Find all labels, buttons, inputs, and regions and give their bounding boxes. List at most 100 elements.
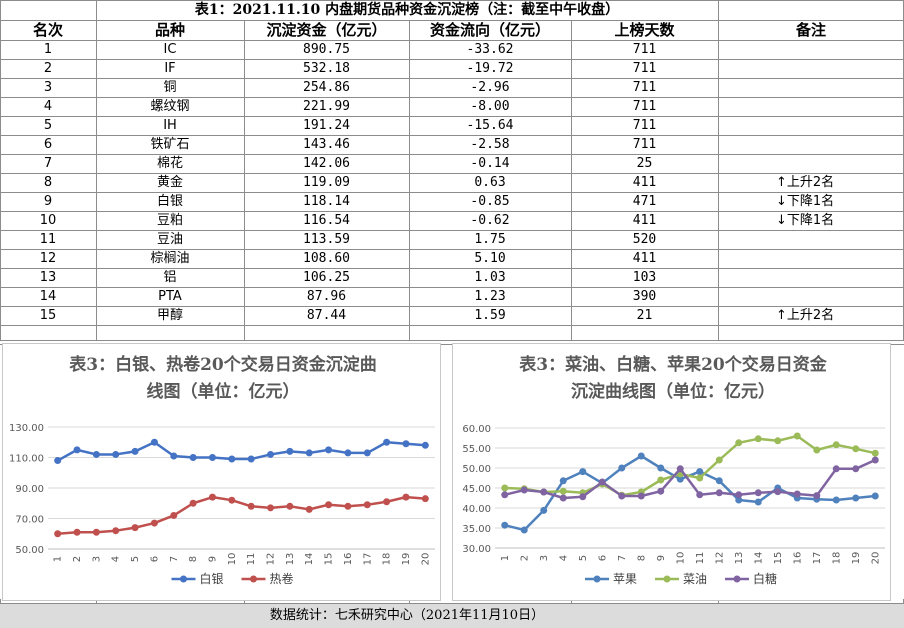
cell-days: 711 — [632, 61, 657, 76]
cell-rank: 9 — [43, 194, 53, 209]
grid-line — [0, 78, 904, 79]
x-tick-label: 12 — [266, 553, 277, 566]
y-tick-label: 45.00 — [462, 484, 491, 495]
data-point — [170, 511, 178, 519]
grid-line — [0, 603, 904, 604]
cell-capital: 191.24 — [303, 118, 350, 133]
x-tick-label: 16 — [792, 552, 803, 565]
grid-line — [0, 20, 904, 21]
cell-name: IF — [164, 61, 176, 76]
grid-line — [0, 306, 904, 307]
header-capital: 沉淀资金（亿元） — [266, 21, 387, 39]
legend-marker — [733, 575, 741, 583]
x-tick-label: 2 — [72, 556, 83, 562]
data-point — [131, 447, 139, 455]
data-point — [150, 438, 158, 446]
chart-panel-silver-hotcoil: 表3：白银、热卷20个交易日资金沉淀曲 线图（单位：亿元） 50.00 70.00… — [2, 343, 441, 601]
data-point — [112, 527, 120, 535]
cell-days: 411 — [632, 175, 657, 190]
header-note: 备注 — [795, 21, 826, 39]
grid-line — [0, 249, 904, 250]
x-tick-label: 11 — [695, 552, 706, 565]
data-point — [774, 437, 782, 445]
cell-flow: -2.96 — [470, 80, 510, 95]
x-tick-label: 4 — [111, 556, 122, 562]
grid-line — [0, 211, 904, 212]
x-tick-label: 4 — [558, 555, 569, 561]
cell-capital: 119.09 — [303, 175, 350, 190]
data-point — [402, 440, 410, 448]
cell-name: 甲醇 — [156, 308, 183, 323]
cell-capital: 87.44 — [306, 308, 347, 323]
data-point — [871, 456, 879, 464]
data-point — [871, 492, 879, 500]
y-tick-label: 55.00 — [462, 444, 491, 455]
data-point — [286, 502, 294, 510]
grid-line — [0, 287, 904, 288]
data-point — [305, 505, 313, 513]
data-point — [131, 524, 139, 532]
data-point — [92, 528, 100, 536]
data-point — [793, 432, 801, 440]
data-point — [696, 491, 704, 499]
legend-marker — [250, 575, 257, 583]
grid-line — [409, 599, 410, 604]
cell-name: PTA — [158, 289, 182, 304]
data-point — [540, 488, 548, 496]
x-tick-label: 14 — [304, 553, 315, 566]
cell-capital: 106.25 — [303, 270, 350, 285]
data-point — [754, 435, 762, 443]
data-point — [559, 487, 567, 495]
cell-flow: -15.64 — [466, 118, 514, 133]
cell-days: 711 — [632, 80, 657, 95]
cell-name: 黄金 — [156, 175, 183, 190]
x-tick-label: 3 — [539, 555, 550, 561]
data-point — [228, 496, 236, 504]
cell-name: 铁矿石 — [150, 137, 190, 152]
data-point — [832, 496, 840, 504]
cell-days: 21 — [636, 308, 653, 323]
note-text: 下降1名 — [786, 194, 835, 209]
legend-marker — [180, 575, 187, 583]
cell-days: 390 — [632, 289, 657, 304]
cell-flow: -8.00 — [470, 99, 510, 114]
x-tick-label: 15 — [773, 552, 784, 565]
data-point — [325, 501, 333, 509]
cell-days: 711 — [632, 99, 657, 114]
rank-change-note: ↓下降1名 — [776, 211, 834, 230]
cell-rank: 8 — [43, 175, 53, 190]
data-point — [208, 493, 216, 501]
cell-capital: 890.75 — [303, 42, 350, 57]
x-tick-label: 3 — [91, 556, 102, 562]
data-point — [267, 450, 275, 458]
grid-line — [244, 599, 245, 604]
data-point — [325, 446, 333, 454]
data-point — [501, 484, 509, 492]
cell-capital: 113.59 — [303, 232, 350, 247]
cell-days: 25 — [636, 156, 653, 171]
rank-change-note: ↑上升2名 — [776, 173, 834, 192]
data-point — [520, 486, 528, 494]
legend-label: 菜油 — [683, 572, 707, 586]
data-point — [286, 447, 294, 455]
data-point — [402, 493, 410, 501]
data-point — [579, 468, 587, 476]
chart1-title-line2: 线图（单位：亿元） — [146, 382, 300, 402]
data-point — [73, 528, 81, 536]
grid-line — [96, 0, 97, 20]
data-point — [421, 441, 429, 449]
cell-flow: 1.23 — [474, 289, 506, 304]
data-point — [305, 449, 313, 457]
x-tick-label: 11 — [246, 553, 257, 566]
legend-marker — [593, 575, 601, 583]
grid-line — [0, 230, 904, 231]
y-tick-label: 30.00 — [462, 544, 491, 555]
cell-flow: -0.62 — [470, 213, 510, 228]
data-point — [676, 475, 684, 483]
cell-flow: 1.59 — [474, 308, 506, 323]
x-tick-label: 2 — [519, 555, 530, 561]
data-point — [832, 465, 840, 473]
x-tick-label: 10 — [675, 552, 686, 565]
